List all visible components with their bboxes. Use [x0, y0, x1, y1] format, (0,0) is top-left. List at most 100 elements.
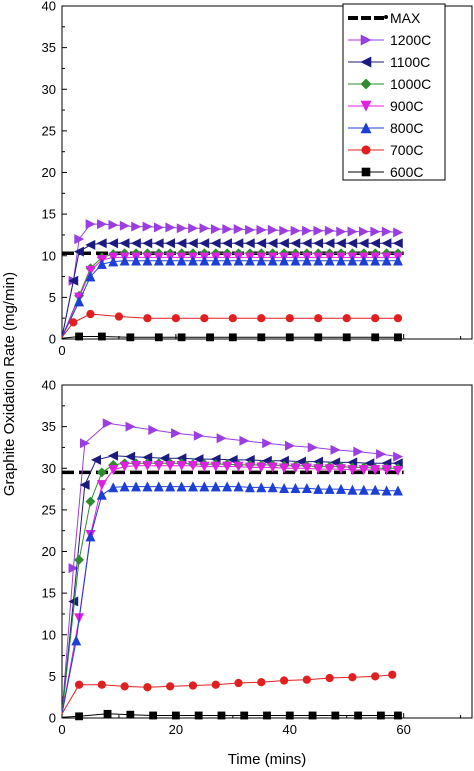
- point-800c-bottom: [96, 489, 107, 500]
- point-800c-top: [165, 255, 176, 266]
- point-700c-bottom: [188, 681, 198, 690]
- point-1200c-top: [222, 224, 233, 235]
- legend-marker-800c: [360, 122, 372, 134]
- point-700c-top: [143, 314, 152, 323]
- point-800c-top: [370, 255, 381, 266]
- point-900c-top: [85, 265, 96, 276]
- point-900c-bottom: [187, 460, 198, 471]
- point-600c-bottom: [285, 711, 294, 720]
- point-800c-bottom: [85, 531, 96, 542]
- series-line-600c-top: [61, 336, 398, 339]
- point-900c-bottom: [222, 461, 233, 472]
- point-1200c-bottom: [353, 446, 364, 457]
- point-900c-bottom: [244, 462, 255, 473]
- point-1200c-top: [359, 226, 369, 237]
- plot-frame-bottom: [61, 384, 473, 719]
- point-900c-bottom: [199, 461, 210, 472]
- point-1200c-top: [176, 223, 187, 234]
- point-800c-bottom: [119, 481, 130, 492]
- point-800c-bottom: [142, 481, 153, 492]
- point-700c-bottom: [120, 682, 129, 691]
- legend-item-900c: 900C: [348, 98, 423, 114]
- legend-item-max: MAX: [348, 10, 421, 26]
- point-900c-bottom: [210, 461, 221, 472]
- point-800c-bottom: [256, 482, 267, 493]
- point-1100c-top: [290, 238, 301, 249]
- point-600c-top: [342, 333, 351, 342]
- point-800c-top: [279, 255, 290, 266]
- legend-label-1200c: 1200C: [390, 32, 431, 48]
- point-800c-top: [131, 255, 142, 266]
- point-700c-bottom: [74, 680, 84, 689]
- legend-marker-1200c: [360, 34, 372, 46]
- series-line-1100c-bottom: [61, 455, 398, 714]
- point-1200c-top: [199, 223, 210, 234]
- point-800c-bottom: [267, 482, 278, 493]
- series-line-800c-bottom: [61, 486, 398, 714]
- point-600c-bottom: [263, 711, 271, 720]
- point-1200c-bottom: [193, 430, 204, 441]
- point-900c-bottom: [324, 464, 335, 475]
- point-700c-bottom: [166, 682, 175, 691]
- point-800c-top: [233, 255, 244, 266]
- point-800c-bottom: [244, 482, 255, 493]
- point-1100c-top: [221, 238, 232, 249]
- point-1200c-top: [324, 225, 335, 236]
- point-800c-bottom: [199, 481, 210, 492]
- y-tick-label-bottom: 20: [42, 544, 56, 559]
- point-1200c-bottom: [262, 438, 273, 449]
- y-tick-label-top: 20: [42, 165, 56, 180]
- point-800c-top: [347, 255, 358, 266]
- legend-label-max: MAX: [390, 10, 421, 26]
- point-600c-bottom: [171, 711, 180, 720]
- point-900c-bottom: [96, 480, 107, 491]
- point-800c-bottom: [165, 481, 176, 492]
- point-800c-top: [290, 255, 301, 266]
- point-1100c-top: [267, 238, 278, 249]
- series-line-600c-bottom: [61, 713, 398, 718]
- point-1200c-top: [290, 225, 301, 236]
- series-line-900c-bottom: [61, 465, 399, 714]
- series-line-1000c-bottom: [61, 462, 398, 714]
- point-600c-top: [154, 333, 163, 342]
- point-600c-bottom: [75, 712, 83, 721]
- series-900c-bottom: [61, 460, 403, 714]
- point-1200c-top: [245, 224, 256, 235]
- ticks-bottom: 0 5 10 15 20 25 30 35 40 0 20 40 60: [42, 378, 462, 737]
- point-800c-top: [153, 255, 164, 266]
- point-1100c-top: [256, 238, 267, 249]
- point-900c-bottom: [290, 463, 301, 474]
- point-1200c-top: [302, 225, 313, 236]
- point-600c-bottom: [103, 709, 112, 718]
- series-line-700c-top: [61, 313, 398, 338]
- legend-item-1100c: 1100C: [348, 54, 430, 70]
- point-600c-bottom: [331, 711, 340, 720]
- ticks-top: 0 5 10 15 20 25 30 35 40 0: [42, 0, 462, 358]
- point-1100c-top: [165, 238, 175, 249]
- point-1200c-bottom: [376, 449, 387, 460]
- point-800c-top: [381, 255, 392, 266]
- point-800c-top: [267, 255, 278, 266]
- point-700c-bottom: [371, 672, 380, 681]
- point-800c-bottom: [233, 481, 244, 492]
- point-1100c-top: [96, 238, 107, 249]
- point-700c-bottom: [279, 676, 289, 685]
- point-600c-bottom: [149, 711, 158, 720]
- legend-dot-max: [384, 15, 388, 19]
- point-600c-bottom: [217, 711, 226, 720]
- point-800c-top: [96, 258, 107, 269]
- point-800c-bottom: [290, 483, 301, 494]
- point-800c-bottom: [336, 483, 347, 494]
- point-900c-bottom: [358, 465, 369, 476]
- point-1100c-bottom: [108, 450, 119, 461]
- point-800c-top: [313, 255, 324, 266]
- point-600c-top: [314, 333, 323, 342]
- point-1000c-bottom: [74, 554, 85, 565]
- legend-label-600c: 600C: [390, 164, 423, 180]
- point-700c-bottom: [388, 670, 397, 679]
- panel-bottom: 0 5 10 15 20 25 30 35 40 0 20 40 60: [42, 378, 473, 737]
- point-1200c-top: [108, 219, 119, 230]
- series-line-800c-top: [61, 260, 398, 338]
- point-800c-bottom: [108, 482, 119, 493]
